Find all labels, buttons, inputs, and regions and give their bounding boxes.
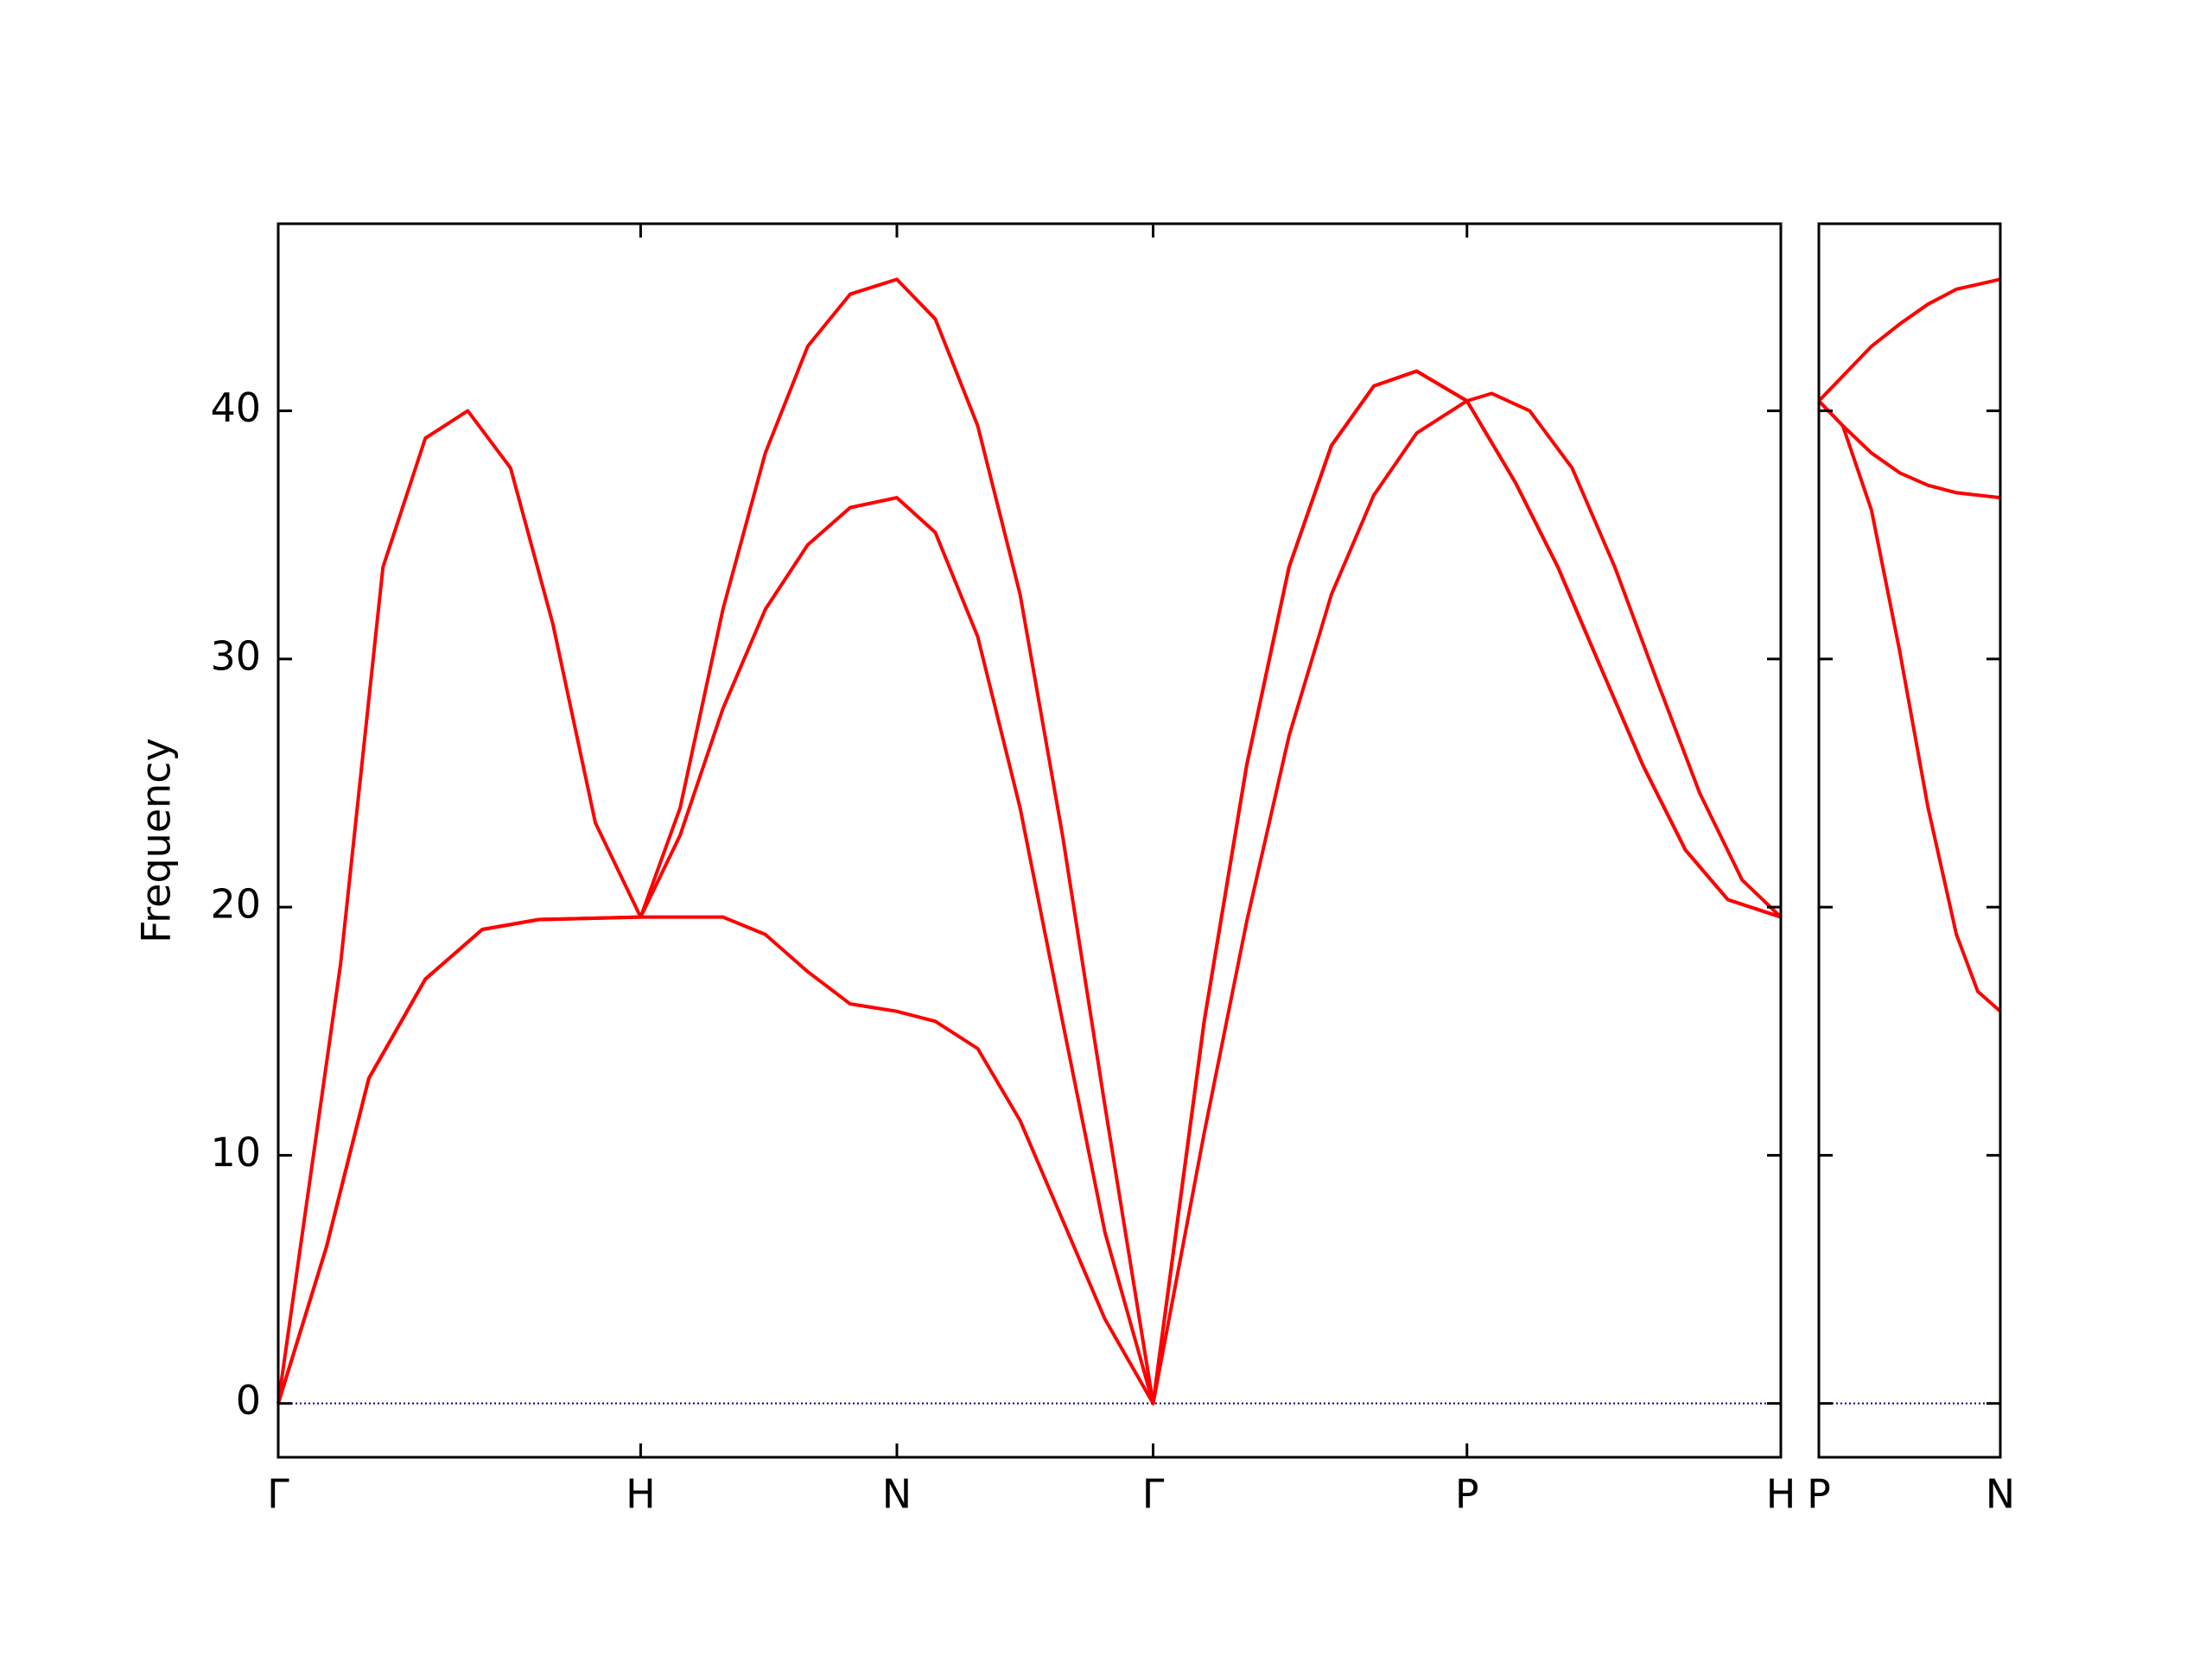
x-tick-label: H — [1766, 1471, 1796, 1518]
band-line — [276, 391, 1783, 1405]
x-tick-label: H — [626, 1471, 656, 1518]
band-line — [1817, 277, 2001, 403]
y-tick-label: 30 — [210, 632, 261, 679]
band-line — [276, 369, 1782, 1405]
x-tick-label: N — [882, 1471, 912, 1518]
x-tick-label: P — [1455, 1471, 1479, 1518]
y-axis-label: Frequency — [133, 738, 180, 943]
axes-frame — [1817, 222, 2002, 1459]
x-tick-label: N — [1986, 1471, 2015, 1518]
y-tick-label: 10 — [210, 1129, 261, 1176]
band-line — [1817, 399, 2001, 500]
y-tick-label: 40 — [210, 384, 261, 431]
y-tick-label: 20 — [210, 881, 261, 928]
band-line — [1817, 399, 2002, 1013]
axes-frame — [276, 222, 1783, 1459]
x-tick-label: Γ — [1142, 1471, 1165, 1518]
y-tick-label: 0 — [236, 1377, 261, 1424]
x-tick-label: P — [1807, 1471, 1831, 1518]
x-tick-label: Γ — [267, 1471, 289, 1518]
